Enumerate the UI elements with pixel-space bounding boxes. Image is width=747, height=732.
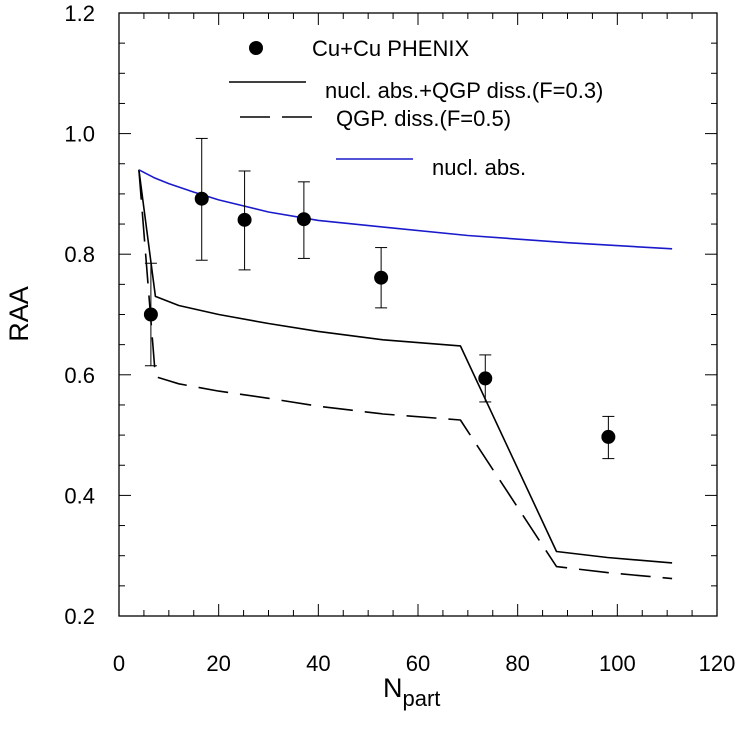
data-point [143, 307, 158, 322]
x-tick-label: 100 [599, 651, 636, 676]
y-tick-label: 1.2 [64, 1, 95, 26]
data-point [374, 270, 389, 285]
x-tick-label: 0 [113, 651, 125, 676]
data-point [194, 191, 209, 206]
x-tick-label: 120 [699, 651, 736, 676]
series-line-nucl-abs-qgp-diss [138, 169, 673, 564]
y-tick-label: 1.0 [64, 122, 95, 147]
x-tick-label: 40 [306, 651, 330, 676]
series-line-nucl-abs [138, 169, 673, 250]
legend: Cu+Cu PHENIX nucl. abs.+QGP diss.(F=0.3)… [229, 36, 603, 180]
data-point [237, 212, 252, 227]
legend-label-nucl-abs-qgp: nucl. abs.+QGP diss.(F=0.3) [325, 78, 603, 103]
legend-label-cu-cu-phenix: Cu+Cu PHENIX [312, 36, 469, 61]
data-point [478, 371, 493, 386]
y-axis-title: RAA [4, 286, 34, 342]
x-tick-label: 80 [505, 651, 529, 676]
series-layer [138, 169, 673, 580]
legend-label-nucl-abs: nucl. abs. [432, 155, 526, 180]
x-axis-title: Npart [383, 673, 440, 711]
y-tick-label: 0.2 [64, 604, 95, 629]
legend-label-qgp-diss: QGP. diss.(F=0.5) [336, 106, 511, 131]
series-line-qgp-diss [138, 169, 673, 580]
x-tick-label: 20 [206, 651, 230, 676]
x-tick-label: 60 [406, 651, 430, 676]
data-point [601, 429, 616, 444]
axis-tick-labels: 0 20 40 60 80 100 120 0.2 0.4 0.6 0.8 1.0 1.2 [64, 1, 735, 676]
legend-marker-cu-cu-phenix [249, 41, 263, 55]
y-tick-label: 0.4 [64, 483, 95, 508]
data-point [296, 212, 311, 227]
x-axis-title-main: N [383, 673, 403, 703]
axis-ticks [118, 12, 718, 617]
x-axis-title-subscript: part [403, 686, 441, 711]
y-tick-label: 0.8 [64, 242, 95, 267]
y-tick-label: 0.6 [64, 363, 95, 388]
data-points-layer [143, 137, 616, 460]
